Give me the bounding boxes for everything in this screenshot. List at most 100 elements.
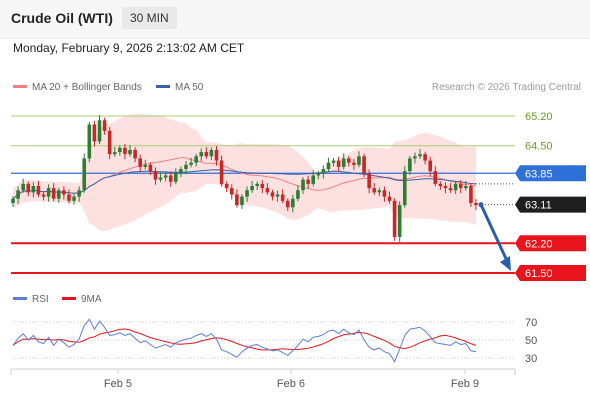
candle-body — [41, 194, 46, 197]
candle-body — [341, 158, 346, 167]
forecast-start-dot — [478, 202, 484, 208]
candle — [413, 152, 417, 164]
candle-body — [168, 175, 173, 182]
candle-body — [158, 177, 163, 180]
credit-text: Research © 2026 Trading Central — [432, 82, 581, 93]
candle — [382, 186, 387, 202]
candle — [443, 182, 448, 194]
candle-body — [128, 149, 132, 155]
candle-body — [92, 124, 97, 142]
candle — [250, 180, 254, 193]
chart-datetime: Monday, February 9, 2026 2:13:02 AM CET — [13, 41, 245, 55]
candle-body — [464, 186, 468, 189]
candle — [224, 181, 229, 192]
candle — [82, 153, 87, 193]
candle-body — [285, 200, 290, 208]
candle — [36, 180, 41, 198]
timeframe-button[interactable]: 30 MIN — [122, 7, 177, 29]
candle — [326, 157, 331, 172]
level-tag-text: 61.50 — [525, 268, 553, 280]
x-tick-label: Feb 6 — [277, 378, 305, 390]
candle — [56, 187, 61, 203]
candle — [11, 196, 15, 207]
candle — [128, 144, 132, 157]
candle-body — [428, 160, 433, 172]
candle-body — [16, 190, 20, 199]
level-tag-61.50: 61.50 — [515, 265, 586, 281]
candle — [16, 186, 20, 204]
candle — [87, 121, 92, 163]
x-axis: Feb 5 Feb 6 Feb 9 — [10, 368, 516, 390]
level-tag-63.85: 63.85 — [515, 165, 586, 182]
candle — [285, 198, 290, 212]
forecast-arrow — [478, 202, 511, 271]
candle — [464, 180, 468, 191]
candle-body — [362, 156, 366, 174]
candle-body — [453, 183, 458, 191]
candle-body — [112, 152, 117, 155]
candle — [46, 184, 51, 202]
rsi-tick-70: 70 — [525, 317, 537, 329]
candle — [204, 146, 209, 159]
candle — [331, 158, 336, 167]
candle-body — [245, 190, 249, 197]
candle-body — [229, 188, 234, 195]
level-tag-text: 63.11 — [525, 200, 552, 212]
forecast-arrowhead — [500, 256, 511, 271]
candle — [408, 155, 412, 175]
candle — [275, 190, 280, 202]
candle-body — [11, 198, 15, 203]
candle-body — [118, 147, 122, 153]
moving-averages — [12, 157, 477, 200]
candle — [179, 166, 183, 178]
candle-body — [301, 179, 305, 191]
candle-body — [46, 188, 51, 197]
candle-body — [448, 188, 453, 191]
candle-body — [163, 175, 168, 178]
candle — [474, 199, 478, 211]
candle — [235, 189, 239, 208]
candle-body — [357, 156, 361, 165]
candle-body — [367, 173, 371, 189]
candle — [306, 175, 310, 189]
candle — [372, 183, 377, 195]
candle — [397, 201, 402, 243]
legend-swatch-rsi — [13, 297, 27, 300]
level-tag-63.11: 63.11 — [515, 196, 586, 213]
candle — [321, 165, 326, 179]
candle — [174, 168, 178, 185]
candle — [21, 178, 25, 193]
candle-body — [209, 149, 214, 157]
candle-body — [321, 169, 326, 174]
candle — [112, 146, 117, 157]
candle-body — [382, 190, 387, 197]
candle-body — [56, 190, 61, 199]
rsi-panel: 70 50 30 — [11, 317, 537, 365]
candle-body — [194, 156, 198, 163]
candle — [418, 149, 422, 159]
candle — [194, 153, 198, 167]
candle — [118, 145, 122, 156]
candle-body — [443, 186, 448, 189]
candle-body — [397, 205, 402, 237]
candle-body — [199, 152, 204, 157]
candle-body — [179, 169, 183, 174]
header-bar: Crude Oil (WTI) 30 MIN — [0, 0, 590, 39]
candle — [438, 181, 443, 190]
candle — [377, 187, 382, 197]
candle — [367, 169, 371, 194]
candle — [184, 160, 188, 175]
legend-rsi-label: RSI — [32, 294, 49, 305]
candle — [387, 191, 392, 204]
candle — [219, 155, 224, 187]
candle — [143, 159, 148, 170]
candle-body — [189, 162, 193, 165]
candle-body — [62, 190, 66, 195]
candle — [245, 186, 249, 202]
candle-body — [255, 183, 260, 187]
candle-body — [184, 164, 188, 170]
candle-body — [291, 198, 295, 208]
candle-body — [31, 186, 36, 193]
candle — [51, 183, 56, 202]
rsi-tick-50: 50 — [525, 335, 537, 347]
